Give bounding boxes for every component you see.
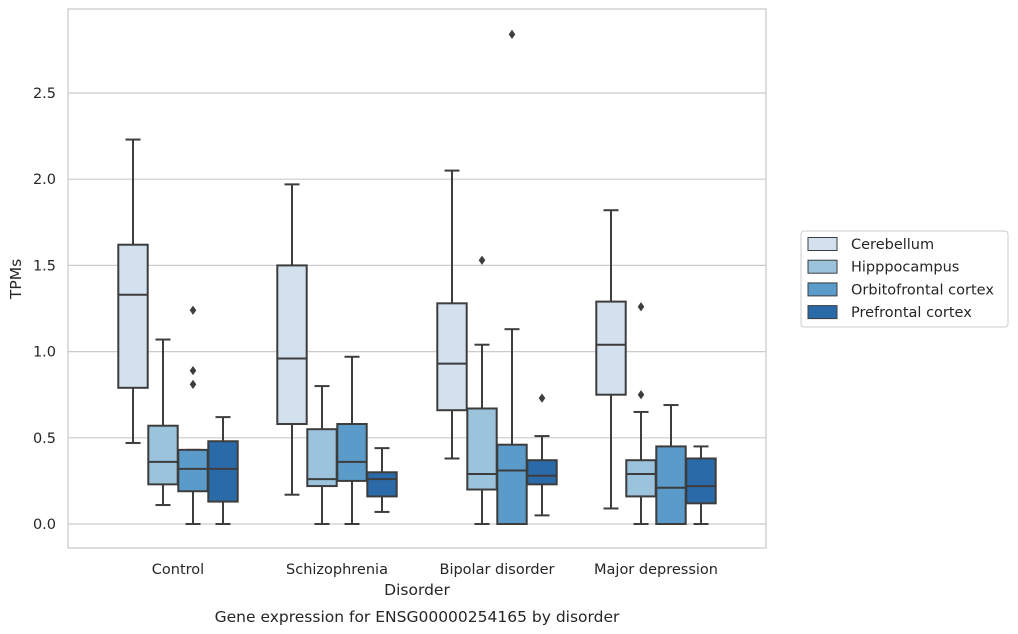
- box-hipppocampus-bipolar-disorder: [466, 255, 498, 525]
- outlier-point: [538, 393, 546, 403]
- outlier-point: [637, 302, 645, 312]
- y-tick-label: 2.0: [33, 172, 56, 188]
- iqr-box: [595, 300, 627, 396]
- y-tick-label: 0.5: [33, 431, 56, 447]
- y-tick-label: 0.0: [33, 517, 56, 533]
- x-tick-label: Schizophrenia: [286, 562, 388, 578]
- box-cerebellum-bipolar-disorder: [436, 169, 468, 460]
- x-axis-ticks: Control Schizophrenia Bipolar disorder Majo…: [152, 562, 718, 578]
- y-axis-ticks: 0.0 0.5 1.0 1.5 2.0 2.5: [33, 86, 56, 533]
- iqr-box: [526, 459, 558, 486]
- box-orbitofrontal-cortex-bipolar-disorder: [496, 29, 528, 526]
- iqr-box: [207, 440, 239, 503]
- iqr-box: [117, 243, 149, 389]
- legend-swatch-hipppocampus: [807, 259, 838, 274]
- legend-label: Hipppocampus: [851, 260, 959, 276]
- iqr-box: [177, 448, 209, 493]
- box-prefrontal-cortex-schizophrenia: [366, 447, 398, 513]
- legend-swatch-cerebellum: [807, 237, 838, 251]
- chart-title: Gene expression for ENSG00000254165 by d…: [215, 608, 620, 626]
- iqr-box: [366, 471, 398, 498]
- iqr-box: [436, 302, 468, 412]
- y-axis-label: TPMs: [7, 259, 25, 300]
- outlier-point: [189, 379, 197, 389]
- legend-swatch-prefrontal-cortex: [807, 305, 838, 320]
- legend-label: Cerebellum: [851, 237, 934, 253]
- box-prefrontal-cortex-bipolar-disorder: [526, 393, 558, 517]
- y-tick-label: 2.5: [33, 86, 56, 102]
- x-axis-label: Disorder: [384, 581, 450, 599]
- iqr-box: [655, 445, 687, 526]
- box-cerebellum-control: [117, 138, 149, 444]
- outlier-point: [189, 365, 197, 376]
- iqr-box: [685, 457, 717, 505]
- legend-frame: [800, 230, 1009, 328]
- x-tick-label: Bipolar disorder: [440, 562, 555, 578]
- iqr-box: [625, 459, 657, 498]
- box-orbitofrontal-cortex-major-depression: [655, 404, 687, 526]
- iqr-box: [466, 407, 498, 491]
- iqr-box: [147, 424, 179, 486]
- box-prefrontal-cortex-control: [207, 416, 239, 525]
- box-orbitofrontal-cortex-control: [177, 305, 209, 525]
- x-tick-label: Control: [152, 562, 204, 578]
- y-tick-label: 1.0: [33, 345, 56, 361]
- iqr-box: [496, 443, 528, 526]
- legend-label: Orbitofrontal cortex: [851, 282, 994, 298]
- outlier-point: [189, 305, 197, 315]
- box-hipppocampus-control: [147, 338, 179, 507]
- box-cerebellum-major-depression: [595, 209, 627, 510]
- legend-swatch-orbitofrontal-cortex: [807, 282, 838, 297]
- gridlines: [68, 92, 766, 525]
- iqr-box: [306, 428, 338, 488]
- legend: Cerebellum Hipppocampus Orbitofrontal cort…: [800, 230, 1009, 328]
- outlier-point: [478, 255, 486, 265]
- iqr-box: [336, 423, 368, 482]
- x-tick-label: Major depression: [594, 562, 718, 578]
- outlier-point: [508, 29, 516, 39]
- box-orbitofrontal-cortex-schizophrenia: [336, 355, 368, 525]
- box-prefrontal-cortex-major-depression: [685, 445, 717, 525]
- legend-label: Prefrontal cortex: [851, 305, 972, 321]
- box-hipppocampus-schizophrenia: [306, 385, 338, 525]
- y-tick-label: 1.5: [33, 258, 56, 274]
- boxes: [117, 29, 717, 526]
- box-cerebellum-schizophrenia: [276, 183, 308, 496]
- outlier-point: [637, 390, 645, 400]
- iqr-box: [276, 264, 308, 426]
